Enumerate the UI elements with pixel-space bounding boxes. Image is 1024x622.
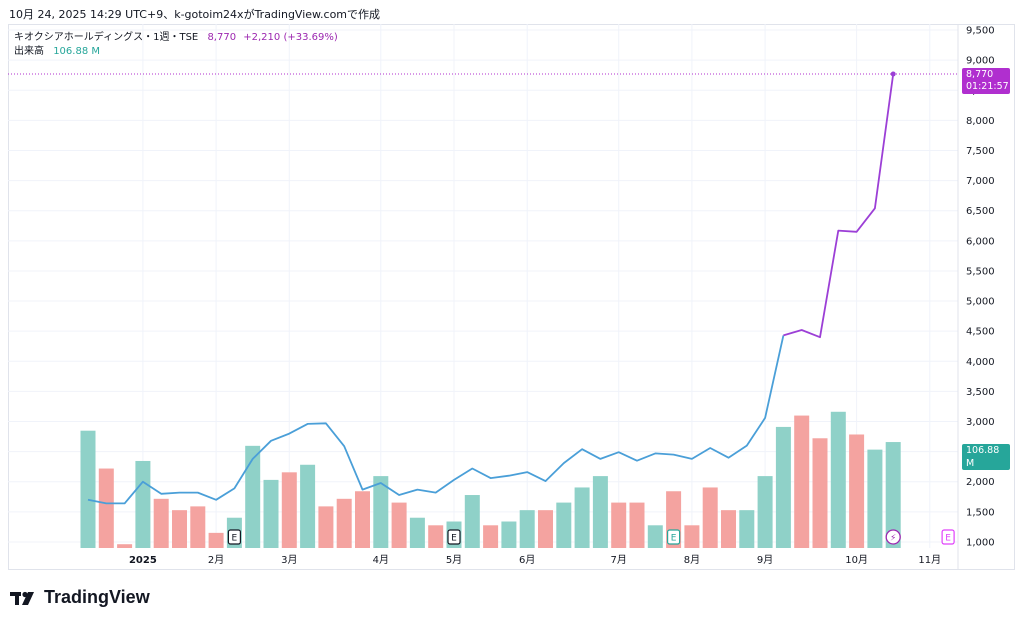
earnings-event-label: E bbox=[671, 534, 677, 544]
volume-bar bbox=[684, 525, 700, 548]
chart-frame bbox=[8, 24, 1015, 570]
y-tick-label: 5,500 bbox=[966, 266, 995, 277]
volume-bar bbox=[483, 525, 499, 548]
legend-price: 8,770 bbox=[207, 32, 237, 43]
volume-bar bbox=[373, 476, 389, 548]
volume-bar bbox=[117, 544, 133, 548]
volume-bar bbox=[464, 495, 480, 548]
bar-countdown: 01:21:57 bbox=[966, 81, 1009, 92]
volume-bar bbox=[885, 442, 901, 548]
volume-bar bbox=[172, 510, 187, 548]
volume-bar bbox=[153, 498, 169, 548]
split-event-icon[interactable] bbox=[885, 529, 901, 545]
split-event-glyph: ⚡ bbox=[890, 534, 896, 544]
y-tick-label: 7,000 bbox=[966, 176, 995, 187]
volume-bar bbox=[318, 506, 334, 548]
volume-bar bbox=[867, 449, 883, 548]
y-tick-label: 3,000 bbox=[966, 417, 995, 428]
x-tick-label: 6月 bbox=[519, 554, 535, 566]
earnings-event-label: E bbox=[232, 534, 238, 544]
earnings-event-icon[interactable] bbox=[666, 529, 681, 545]
last-price-dot bbox=[890, 71, 896, 77]
y-tick-label: 9,000 bbox=[966, 56, 995, 67]
volume-bar bbox=[849, 434, 865, 548]
x-tick-label: 2025 bbox=[129, 555, 157, 566]
chart-caption: 10月 24, 2025 14:29 UTC+9、k-gotoim24xがTra… bbox=[9, 8, 381, 21]
volume-bar bbox=[574, 487, 590, 548]
earnings-event-label: E bbox=[945, 534, 951, 544]
x-tick-label: 9月 bbox=[757, 554, 773, 566]
y-tick-label: 8,000 bbox=[966, 116, 995, 127]
volume-bar bbox=[391, 502, 407, 548]
volume-bar bbox=[245, 445, 261, 548]
y-tick-label: 6,000 bbox=[966, 236, 995, 247]
volume-value: 106.88 M bbox=[53, 46, 100, 57]
last-price-value: 8,770 bbox=[966, 69, 994, 80]
volume-bar bbox=[629, 502, 645, 548]
earnings-event-icon[interactable] bbox=[447, 529, 461, 545]
volume-bar bbox=[794, 415, 810, 548]
legend-change: +2,210 (+33.69%) bbox=[243, 32, 338, 43]
x-tick-label: 8月 bbox=[684, 554, 700, 566]
volume-label[interactable]: 出来高 bbox=[14, 46, 44, 57]
volume-bar bbox=[812, 438, 828, 548]
volume-bar bbox=[98, 468, 114, 548]
y-tick-label: 6,500 bbox=[966, 206, 995, 217]
volume-bar bbox=[190, 506, 206, 548]
volume-bar bbox=[409, 517, 425, 548]
volume-bar bbox=[519, 510, 535, 548]
volume-bar bbox=[830, 411, 846, 548]
volume-bar bbox=[592, 476, 608, 548]
volume-bar bbox=[80, 430, 96, 548]
y-tick-label: 3,500 bbox=[966, 387, 995, 398]
y-tick-label: 1,500 bbox=[966, 507, 995, 518]
volume-bar bbox=[702, 487, 718, 548]
volume-bar bbox=[135, 460, 151, 548]
price-line[interactable] bbox=[87, 335, 785, 505]
y-tick-label: 2,000 bbox=[966, 477, 995, 488]
x-tick-label: 11月 bbox=[918, 554, 941, 566]
earnings-event-label: E bbox=[451, 534, 457, 544]
x-tick-label: 2月 bbox=[208, 554, 224, 566]
y-tick-label: 5,000 bbox=[966, 297, 995, 308]
volume-bar bbox=[263, 479, 279, 548]
volume-bar bbox=[336, 498, 352, 548]
x-tick-label: 7月 bbox=[611, 554, 627, 566]
volume-bar bbox=[757, 476, 773, 548]
volume-bar bbox=[647, 525, 663, 548]
volume-bar bbox=[538, 510, 553, 548]
volume-bar bbox=[775, 426, 791, 548]
volume-bar bbox=[281, 472, 297, 548]
y-tick-label: 9,500 bbox=[966, 26, 995, 37]
volume-bar bbox=[721, 510, 736, 548]
volume-bar bbox=[355, 491, 370, 548]
x-tick-label: 10月 bbox=[845, 554, 868, 566]
last-price-tag: 8,770 01:21:57 bbox=[962, 68, 1010, 94]
volume-bar bbox=[739, 510, 755, 548]
y-tick-label: 1,000 bbox=[966, 537, 995, 548]
y-tick-label: 7,500 bbox=[966, 146, 995, 157]
volume-bar bbox=[611, 502, 627, 548]
chart-legend: キオクシアホールディングス・1週・TSE 8,770 +2,210 (+33.6… bbox=[14, 31, 338, 59]
x-tick-label: 4月 bbox=[373, 554, 389, 566]
x-tick-label: 5月 bbox=[446, 554, 462, 566]
y-tick-label: 4,500 bbox=[966, 327, 995, 338]
symbol-title[interactable]: キオクシアホールディングス・1週・TSE bbox=[14, 32, 199, 43]
volume-price-tag: 106.88 M bbox=[962, 444, 1010, 470]
y-tick-label: 4,000 bbox=[966, 357, 995, 368]
brand-name: TradingView bbox=[44, 587, 150, 607]
tradingview-logo-icon bbox=[10, 591, 34, 605]
volume-bar bbox=[501, 521, 517, 548]
earnings-event-icon[interactable] bbox=[941, 529, 955, 545]
volume-bar bbox=[208, 532, 224, 548]
volume-bar bbox=[300, 464, 316, 548]
price-line-recent[interactable] bbox=[783, 73, 895, 339]
volume-bar bbox=[428, 525, 444, 548]
x-tick-label: 3月 bbox=[281, 554, 297, 566]
volume-bar bbox=[556, 502, 572, 548]
earnings-event-icon[interactable] bbox=[227, 529, 241, 545]
tradingview-brand[interactable]: TradingView bbox=[10, 587, 150, 608]
